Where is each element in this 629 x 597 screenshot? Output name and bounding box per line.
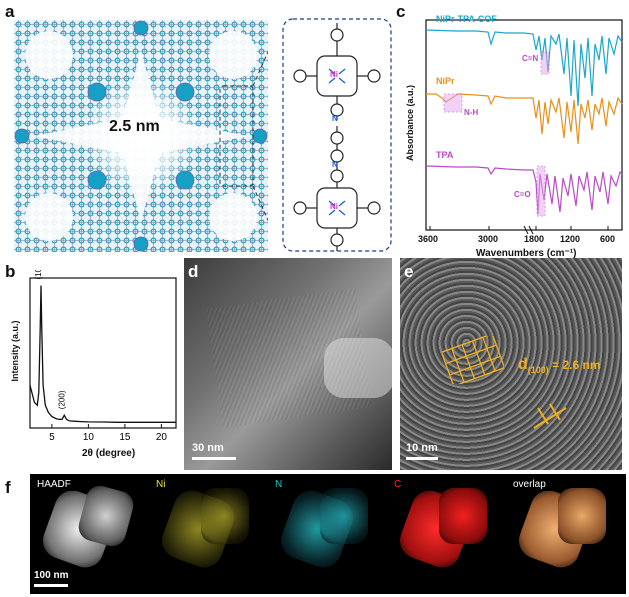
ftir-xtick-3600: 3600	[418, 234, 439, 244]
pore-size-label: 2.5 nm	[109, 118, 160, 135]
ni-atom-label-top: Ni	[330, 70, 338, 79]
annotation-cn: C=N	[522, 54, 539, 63]
n-atom-label-2: N	[332, 160, 338, 169]
d-spacing-label: d(100) = 2.6 nm	[518, 356, 601, 376]
eds-map-n: N	[268, 474, 387, 594]
ftir-xtick-1200: 1200	[560, 234, 581, 244]
series-label-nipr: NiPr	[436, 76, 455, 86]
eds-label-haadf: HAADF	[34, 478, 74, 491]
lattice-grid-overlay	[442, 336, 504, 384]
eds-scale-bar	[34, 584, 68, 587]
series-label-cof: NiPr-TPA-COF	[436, 14, 497, 24]
panel-label-c: c	[396, 2, 406, 21]
eds-label-ni: Ni	[153, 478, 169, 491]
eds-label-c: C	[391, 478, 405, 491]
ftir-xtick-600: 600	[600, 234, 616, 244]
panel-label-f: f	[5, 478, 11, 497]
eds-map-strip: HAADF 100 nm Ni N C overlap	[30, 474, 626, 594]
eds-map-ni: Ni	[149, 474, 268, 594]
pxrd-series-line	[29, 285, 176, 423]
molecule-structure: Ni Ni N N	[282, 18, 392, 252]
tem-scale-bar	[192, 457, 236, 460]
panel-label-d: d	[188, 262, 199, 281]
pxrd-xlabel: 2θ (degree)	[82, 448, 136, 459]
eds-label-overlap: overlap	[510, 478, 549, 491]
panel-label-e: e	[404, 262, 414, 281]
ftir-xtick-3000: 3000	[478, 234, 499, 244]
pxrd-xtick-label: 20	[156, 432, 168, 443]
ni-atom-label-bottom: Ni	[330, 202, 338, 211]
hrtem-scale-bar	[406, 457, 438, 460]
hrtem-scale-label: 10 nm	[406, 442, 438, 454]
n-atom-label-1: N	[332, 114, 338, 123]
pxrd-xtick-label: 5	[49, 432, 55, 443]
pxrd-peak-label: (100)	[34, 270, 43, 280]
ftir-ylabel: Absorbance (a.u.)	[405, 85, 415, 162]
hrtem-image: d(100) = 2.6 nm 10 nm	[400, 258, 622, 470]
eds-map-overlap: overlap	[506, 474, 626, 594]
annotation-nh: N-H	[464, 108, 479, 117]
eds-map-haadf: HAADF 100 nm	[30, 474, 149, 594]
panel-label-a: a	[5, 2, 15, 21]
fringe-marker	[533, 403, 567, 429]
ftir-xlabel: Wavenumbers (cm⁻¹)	[476, 248, 577, 259]
pxrd-peak-label: (200)	[57, 390, 66, 409]
series-label-tpa: TPA	[436, 150, 454, 160]
annotation-co: C=O	[514, 190, 531, 199]
pxrd-xtick-label: 10	[83, 432, 95, 443]
tem-image: 30 nm	[184, 258, 392, 470]
pxrd-ylabel: Intensity (a.u.)	[10, 320, 20, 382]
pxrd-chart: 5 10 15 20 (100) (200) Intensity (a.u.) 2θ (d…	[8, 260, 180, 470]
pxrd-xtick-label: 15	[119, 432, 131, 443]
ftir-chart: NiPr-TPA-COF NiPr TPA C=N N-H C=O Absorb…	[396, 14, 626, 266]
tem-scale-label: 30 nm	[192, 442, 224, 454]
eds-label-n: N	[272, 478, 286, 491]
cof-structure-image: 2.5 nm	[14, 19, 283, 253]
eds-map-c: C	[387, 474, 506, 594]
ftir-xtick-1800: 1800	[524, 234, 545, 244]
panel-label-b: b	[5, 262, 16, 281]
pxrd-plot-frame	[29, 277, 177, 429]
eds-scale-label: 100 nm	[34, 570, 69, 581]
